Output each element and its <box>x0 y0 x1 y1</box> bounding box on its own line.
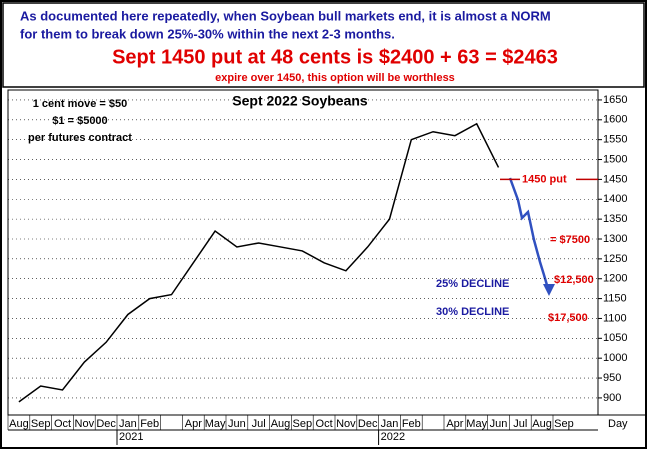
x-tick-label: Jul <box>252 418 266 430</box>
y-tick-label: 950 <box>603 372 621 384</box>
annotation: $12,500 <box>554 274 594 286</box>
x-tick-label: Aug <box>9 418 29 430</box>
x-tick-label: Sep <box>293 418 313 430</box>
arrow-head <box>543 284 555 296</box>
x-tick-label: Jun <box>228 418 246 430</box>
x-tick-label: May <box>205 418 226 430</box>
y-tick-label: 1400 <box>603 193 627 205</box>
y-tick-label: 1450 <box>603 173 627 185</box>
year-label: 2022 <box>381 431 405 443</box>
x-tick-label: Jun <box>490 418 508 430</box>
x-tick-label: Aug <box>271 418 291 430</box>
header-line: As documented here repeatedly, when Soyb… <box>20 8 551 23</box>
x-tick-label: Oct <box>316 418 333 430</box>
annotation: 30% DECLINE <box>436 306 509 318</box>
x-tick-label: Jul <box>513 418 527 430</box>
y-tick-label: 1600 <box>603 114 627 126</box>
y-tick-label: 1200 <box>603 273 627 285</box>
y-tick-label: 900 <box>603 392 621 404</box>
x-unit-label: Day <box>608 418 628 430</box>
note: $1 = $5000 <box>52 115 107 127</box>
x-tick-label: Nov <box>336 418 356 430</box>
note: 1 cent move = $50 <box>33 98 127 110</box>
y-tick-label: 1050 <box>603 332 627 344</box>
price-line <box>18 122 500 403</box>
annotation: 1450 put <box>522 173 567 185</box>
y-tick-label: 1100 <box>603 312 627 324</box>
x-tick-label: Dec <box>96 418 116 430</box>
subline: expire over 1450, this option will be wo… <box>215 72 455 84</box>
x-tick-label: Feb <box>402 418 421 430</box>
y-tick-label: 1000 <box>603 352 627 364</box>
annotation: = $7500 <box>550 234 590 246</box>
header-box <box>2 2 645 88</box>
year-label: 2021 <box>119 431 143 443</box>
y-tick-label: 1650 <box>603 94 627 106</box>
annotation: 25% DECLINE <box>436 278 509 290</box>
note: per futures contract <box>28 132 132 144</box>
y-tick-label: 1550 <box>603 134 627 146</box>
plot-area <box>7 89 599 416</box>
x-tick-label: Jan <box>381 418 399 430</box>
x-tick-label: Sep <box>554 418 574 430</box>
y-tick-label: 1250 <box>603 253 627 265</box>
label-bg <box>520 172 576 187</box>
header-line: for them to break down 25%-30% within th… <box>20 26 395 41</box>
x-tick-label: Jan <box>119 418 137 430</box>
annotation: $17,500 <box>548 312 588 324</box>
x-tick-label: Sep <box>31 418 51 430</box>
y-tick-label: 1500 <box>603 153 627 165</box>
x-tick-label: Feb <box>140 418 159 430</box>
chart-title: Sept 2022 Soybeans <box>232 93 368 109</box>
x-tick-label: Dec <box>358 418 378 430</box>
y-tick-label: 1300 <box>603 233 627 245</box>
y-tick-label: 1350 <box>603 213 627 225</box>
headline: Sept 1450 put at 48 cents is $2400 + 63 … <box>112 46 558 68</box>
x-tick-label: Aug <box>532 418 552 430</box>
projection-arrow <box>508 177 551 293</box>
x-tick-label: Nov <box>75 418 95 430</box>
y-tick-label: 1150 <box>603 292 627 304</box>
x-tick-label: Apr <box>185 418 202 430</box>
x-tick-label: May <box>466 418 487 430</box>
x-tick-label: Oct <box>54 418 71 430</box>
x-tick-label: Apr <box>446 418 463 430</box>
